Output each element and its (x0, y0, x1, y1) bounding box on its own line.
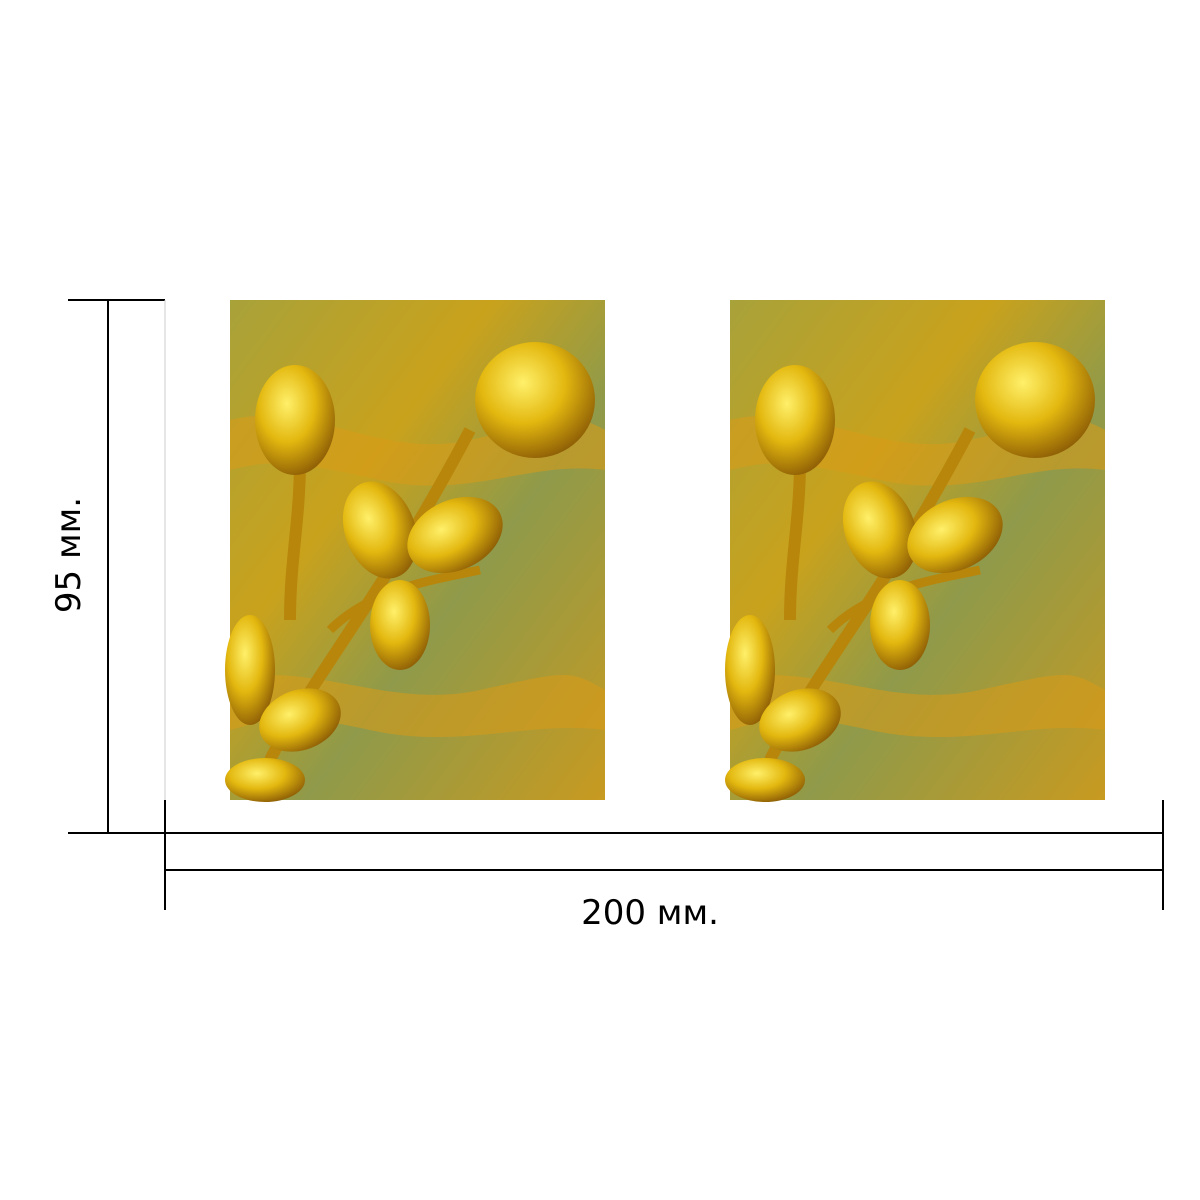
width-dimension: 200 мм. (164, 800, 1164, 933)
height-label: 95 мм. (49, 497, 89, 613)
product-image (225, 300, 605, 802)
product-image (725, 300, 1105, 802)
height-dimension: 95 мм. (49, 299, 166, 834)
width-label: 200 мм. (581, 893, 719, 933)
